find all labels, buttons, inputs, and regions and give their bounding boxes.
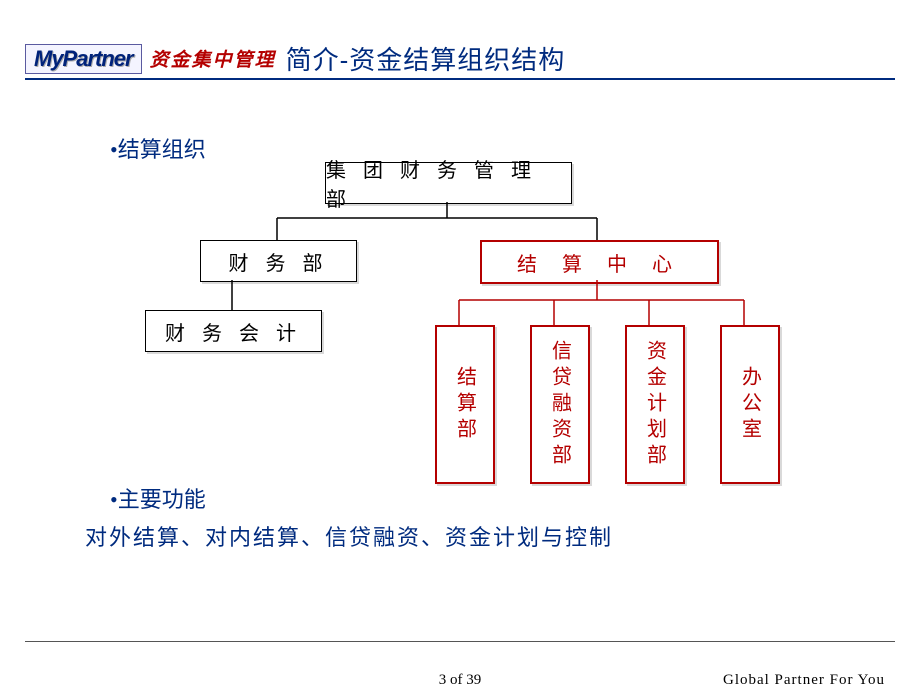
slide-title: 简介-资金结算组织结构 [286,40,566,77]
org-right-child-2: 资金计划部 [625,325,685,484]
org-root: 集 团 财 务 管 理 部 [325,162,572,204]
section-func-heading: •主要功能 [110,482,206,514]
slide-header: MyPartner 资金集中管理 简介-资金结算组织结构 [25,40,895,77]
section-func-label: 主要功能 [118,487,206,512]
header-rule [25,78,895,80]
org-right: 结 算 中 心 [480,240,719,284]
header-subtitle: 资金集中管理 [150,45,276,72]
section-org-label: 结算组织 [118,137,206,162]
org-right-child-0: 结算部 [435,325,495,484]
page-number: 3 of 39 [439,672,482,689]
org-right-child-1: 信贷融资部 [530,325,590,484]
logo: MyPartner [25,44,142,74]
bullet-icon: • [110,487,118,512]
org-left: 财 务 部 [200,240,357,282]
section-org-heading: •结算组织 [110,132,206,164]
footer-tagline: Global Partner For You [723,672,885,689]
footer-rule [25,641,895,642]
org-left-child: 财 务 会 计 [145,310,322,352]
bullet-icon: • [110,137,118,162]
org-right-child-3: 办公室 [720,325,780,484]
functions-text: 对外结算、对内结算、信贷融资、资金计划与控制 [85,520,613,552]
